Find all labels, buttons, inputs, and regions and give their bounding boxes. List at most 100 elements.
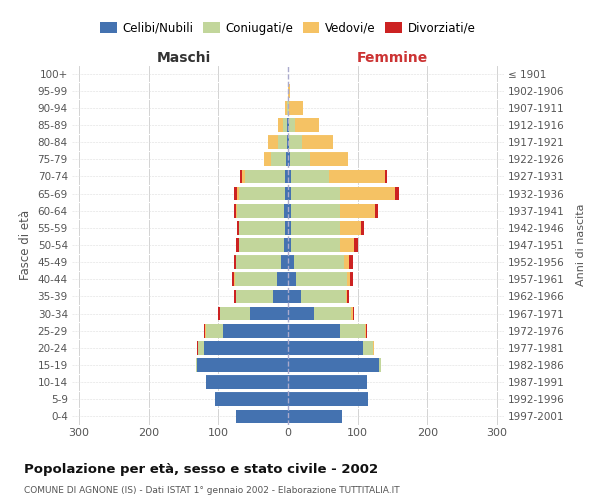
- Bar: [288, 324, 340, 338]
- Bar: [218, 306, 220, 320]
- Bar: [271, 152, 286, 166]
- Bar: [197, 341, 198, 354]
- Bar: [302, 136, 333, 149]
- Bar: [347, 290, 349, 304]
- Bar: [289, 101, 304, 114]
- Bar: [340, 204, 375, 218]
- Bar: [263, 152, 271, 166]
- Bar: [340, 324, 365, 338]
- Bar: [350, 272, 353, 286]
- Bar: [236, 238, 239, 252]
- Bar: [232, 272, 233, 286]
- Bar: [239, 238, 284, 252]
- Y-axis label: Fasce di età: Fasce di età: [19, 210, 32, 280]
- Bar: [196, 358, 197, 372]
- Text: Femmine: Femmine: [357, 51, 428, 65]
- Bar: [205, 324, 206, 338]
- Bar: [235, 272, 277, 286]
- Bar: [379, 358, 382, 372]
- Bar: [290, 152, 310, 166]
- Bar: [366, 324, 367, 338]
- Bar: [292, 238, 340, 252]
- Bar: [245, 170, 284, 183]
- Bar: [288, 186, 291, 200]
- Bar: [353, 306, 354, 320]
- Bar: [239, 221, 284, 234]
- Bar: [287, 101, 288, 114]
- Bar: [288, 238, 292, 252]
- Bar: [236, 204, 237, 218]
- Bar: [288, 410, 343, 424]
- Bar: [206, 376, 288, 389]
- Bar: [220, 306, 250, 320]
- Bar: [340, 238, 354, 252]
- Bar: [242, 170, 245, 183]
- Bar: [287, 118, 288, 132]
- Bar: [223, 324, 288, 338]
- Bar: [288, 272, 296, 286]
- Bar: [340, 221, 361, 234]
- Bar: [288, 101, 289, 114]
- Bar: [283, 118, 287, 132]
- Bar: [354, 238, 358, 252]
- Bar: [239, 186, 284, 200]
- Text: Popolazione per età, sesso e stato civile - 2002: Popolazione per età, sesso e stato civil…: [24, 462, 378, 475]
- Bar: [310, 152, 348, 166]
- Bar: [288, 136, 289, 149]
- Bar: [198, 341, 205, 354]
- Bar: [295, 118, 319, 132]
- Bar: [361, 221, 364, 234]
- Bar: [292, 221, 340, 234]
- Bar: [205, 341, 288, 354]
- Bar: [235, 290, 236, 304]
- Bar: [286, 152, 288, 166]
- Bar: [272, 290, 288, 304]
- Bar: [349, 256, 353, 269]
- Bar: [233, 272, 235, 286]
- Text: COMUNE DI AGNONE (IS) - Dati ISTAT 1° gennaio 2002 - Elaborazione TUTTITALIA.IT: COMUNE DI AGNONE (IS) - Dati ISTAT 1° ge…: [24, 486, 400, 495]
- Bar: [288, 341, 363, 354]
- Bar: [288, 118, 289, 132]
- Bar: [329, 170, 385, 183]
- Bar: [293, 256, 344, 269]
- Bar: [395, 186, 399, 200]
- Bar: [236, 410, 288, 424]
- Bar: [284, 221, 288, 234]
- Bar: [375, 204, 378, 218]
- Bar: [233, 204, 236, 218]
- Bar: [250, 306, 288, 320]
- Bar: [288, 221, 292, 234]
- Bar: [288, 204, 292, 218]
- Bar: [291, 170, 329, 183]
- Bar: [291, 186, 340, 200]
- Bar: [340, 186, 395, 200]
- Bar: [288, 358, 379, 372]
- Bar: [314, 306, 352, 320]
- Bar: [288, 256, 293, 269]
- Bar: [284, 186, 288, 200]
- Bar: [301, 290, 346, 304]
- Y-axis label: Anni di nascita: Anni di nascita: [576, 204, 586, 286]
- Bar: [237, 221, 239, 234]
- Bar: [288, 84, 290, 98]
- Bar: [233, 256, 236, 269]
- Text: Maschi: Maschi: [157, 51, 211, 65]
- Bar: [215, 392, 288, 406]
- Bar: [288, 376, 367, 389]
- Bar: [236, 256, 281, 269]
- Bar: [285, 101, 287, 114]
- Bar: [365, 324, 366, 338]
- Bar: [288, 306, 314, 320]
- Bar: [284, 170, 288, 183]
- Bar: [235, 186, 237, 200]
- Bar: [237, 186, 239, 200]
- Bar: [363, 341, 373, 354]
- Bar: [344, 256, 349, 269]
- Bar: [237, 204, 284, 218]
- Bar: [352, 306, 353, 320]
- Bar: [288, 290, 301, 304]
- Bar: [289, 136, 302, 149]
- Bar: [236, 290, 272, 304]
- Bar: [288, 152, 290, 166]
- Bar: [292, 204, 340, 218]
